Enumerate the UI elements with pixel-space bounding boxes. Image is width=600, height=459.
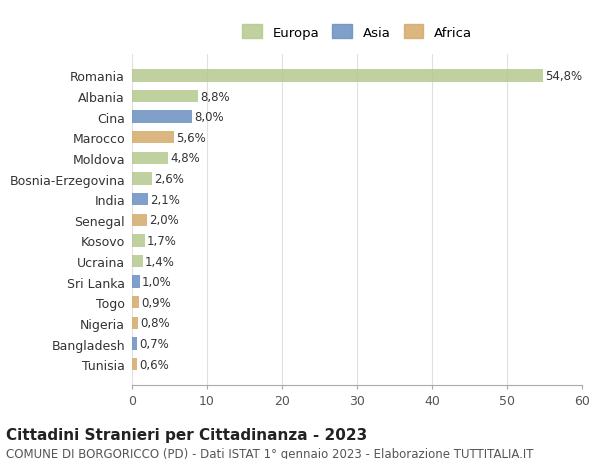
Bar — [132, 235, 145, 247]
Text: 1,4%: 1,4% — [145, 255, 175, 268]
Text: 8,0%: 8,0% — [194, 111, 224, 124]
Text: 1,0%: 1,0% — [142, 275, 172, 289]
Bar — [132, 70, 543, 83]
Text: 0,6%: 0,6% — [139, 358, 169, 371]
Text: 5,6%: 5,6% — [176, 132, 206, 145]
Text: 4,8%: 4,8% — [170, 152, 200, 165]
Text: 0,8%: 0,8% — [140, 317, 170, 330]
Bar — [132, 358, 137, 370]
Legend: Europa, Asia, Africa: Europa, Asia, Africa — [235, 19, 479, 46]
Text: 8,8%: 8,8% — [200, 90, 230, 103]
Bar — [132, 255, 143, 268]
Text: COMUNE DI BORGORICCO (PD) - Dati ISTAT 1° gennaio 2023 - Elaborazione TUTTITALIA: COMUNE DI BORGORICCO (PD) - Dati ISTAT 1… — [6, 448, 533, 459]
Text: 0,9%: 0,9% — [141, 296, 171, 309]
Text: 54,8%: 54,8% — [545, 70, 583, 83]
Bar — [132, 173, 151, 185]
Bar — [132, 297, 139, 309]
Bar — [132, 194, 148, 206]
Text: Cittadini Stranieri per Cittadinanza - 2023: Cittadini Stranieri per Cittadinanza - 2… — [6, 427, 367, 442]
Text: 0,7%: 0,7% — [139, 337, 169, 350]
Bar — [132, 276, 139, 288]
Text: 1,7%: 1,7% — [147, 235, 177, 247]
Text: 2,0%: 2,0% — [149, 214, 179, 227]
Bar — [132, 152, 168, 165]
Bar — [132, 111, 192, 123]
Bar — [132, 132, 174, 144]
Bar — [132, 338, 137, 350]
Bar — [132, 214, 147, 226]
Text: 2,6%: 2,6% — [154, 173, 184, 185]
Bar — [132, 91, 198, 103]
Bar — [132, 317, 138, 330]
Text: 2,1%: 2,1% — [150, 193, 180, 206]
